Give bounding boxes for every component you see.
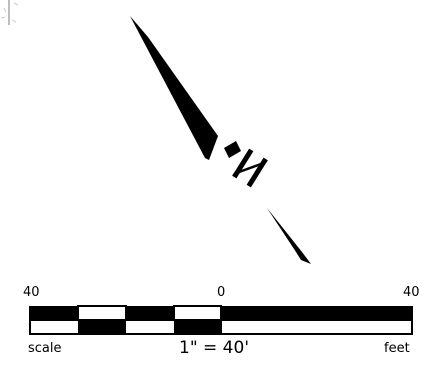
scale-bar-top-white-segment-1 xyxy=(77,305,127,321)
scale-tick-center: 0 xyxy=(217,285,226,300)
scale-tick-right: 40 xyxy=(403,285,420,300)
scale-bar-bottom-black-segment-2 xyxy=(174,320,221,334)
north-arrow-tick xyxy=(224,141,241,158)
scale-ratio-text: 1" = 40' xyxy=(179,338,249,358)
scale-bar-bottom-black-segment-1 xyxy=(78,320,126,334)
scale-unit-label: feet xyxy=(384,341,410,356)
north-arrow-letter-mark xyxy=(232,148,268,188)
scale-caption-left: scale xyxy=(28,341,62,356)
north-arrow-lower-blade xyxy=(267,208,311,264)
scale-bar-top-white-segment-2 xyxy=(173,305,222,321)
scale-tick-left: 40 xyxy=(23,285,40,300)
drawing-fragment-icon xyxy=(0,0,19,25)
scale-bar xyxy=(29,305,413,335)
north-arrow-upper-blade xyxy=(130,16,218,160)
north-arrow-icon xyxy=(130,16,311,264)
scale-bar-top-right-fill xyxy=(221,306,412,320)
